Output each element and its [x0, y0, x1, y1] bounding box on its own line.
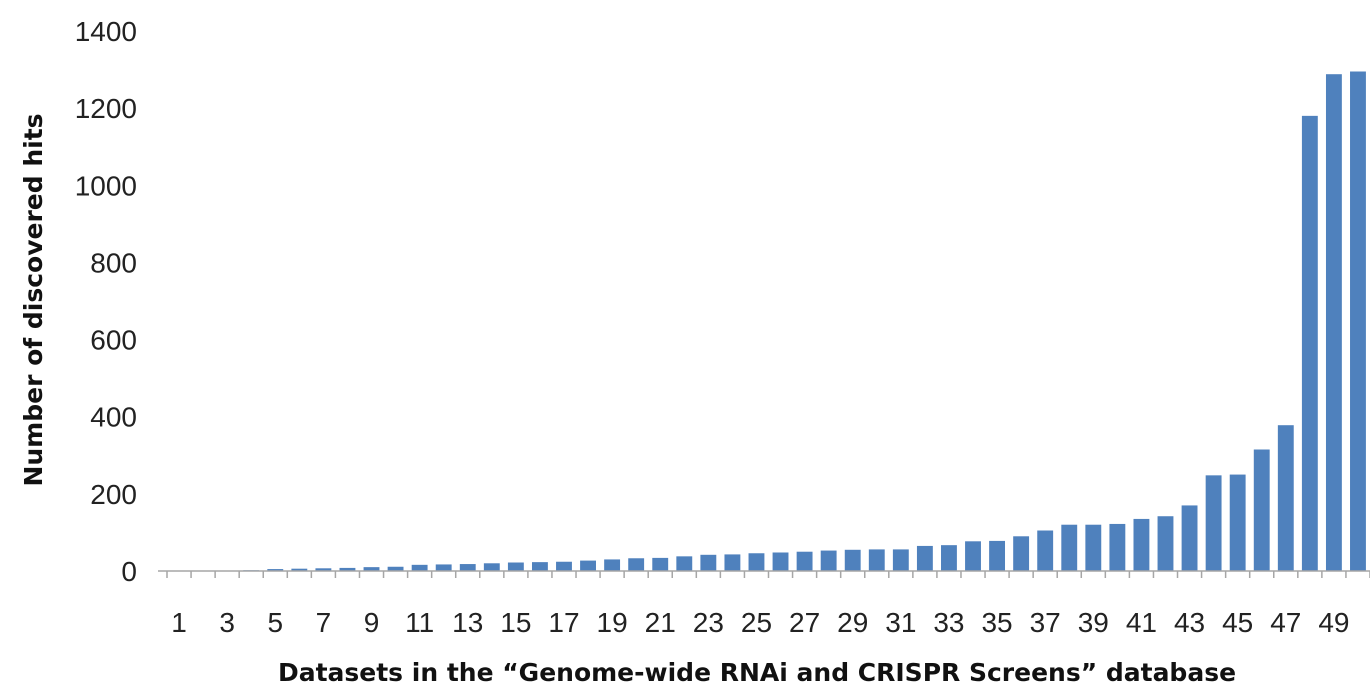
- bar-15: [507, 562, 524, 571]
- y-tick-label: 1400: [75, 16, 137, 47]
- x-tick-label: 13: [452, 607, 483, 638]
- x-tick-label: 7: [316, 607, 332, 638]
- bar-6: [291, 568, 308, 571]
- bar-13: [459, 564, 476, 571]
- x-tick-label: 5: [267, 607, 283, 638]
- y-tick-label: 1200: [75, 93, 137, 124]
- x-tick-label: 1: [171, 607, 187, 638]
- x-tick-label: 47: [1270, 607, 1301, 638]
- bars: [243, 71, 1366, 572]
- x-tick-label: 15: [500, 607, 531, 638]
- y-tick-label: 400: [90, 402, 137, 433]
- y-tick-label: 200: [90, 479, 137, 510]
- bar-45: [1229, 474, 1246, 571]
- bar-42: [1157, 516, 1174, 571]
- bar-16: [531, 562, 548, 571]
- x-tick-label: 9: [364, 607, 380, 638]
- x-axis-title: Datasets in the “Genome-wide RNAi and CR…: [278, 658, 1236, 687]
- bar-35: [989, 540, 1006, 571]
- x-tick-label: 21: [645, 607, 676, 638]
- x-tick-label: 39: [1078, 607, 1109, 638]
- bar-32: [916, 545, 933, 571]
- bar-43: [1181, 505, 1198, 571]
- bar-46: [1253, 449, 1270, 571]
- x-tick-label: 43: [1174, 607, 1205, 638]
- bar-34: [965, 541, 981, 571]
- bar-17: [556, 561, 572, 571]
- bar-19: [604, 559, 621, 571]
- x-tick-label: 3: [219, 607, 235, 638]
- x-tick-label: 11: [405, 607, 434, 638]
- bar-9: [363, 567, 380, 571]
- bar-44: [1205, 475, 1222, 571]
- x-tick-label: 35: [981, 607, 1012, 638]
- bar-30: [868, 549, 885, 571]
- bar-39: [1085, 524, 1102, 571]
- x-tick-label: 27: [789, 607, 820, 638]
- bar-8: [339, 567, 356, 571]
- bar-41: [1133, 518, 1150, 571]
- bar-31: [892, 549, 909, 571]
- bar-11: [411, 564, 428, 571]
- bar-36: [1013, 536, 1030, 571]
- bar-47: [1277, 425, 1294, 571]
- bar-24: [724, 554, 741, 571]
- x-tick-label: 49: [1318, 607, 1349, 638]
- x-tick-label: 19: [597, 607, 628, 638]
- bar-50: [1350, 71, 1366, 571]
- y-tick-label: 1000: [75, 170, 137, 201]
- x-axis-ticks: 1 3 5 7 9 11 13 15 17 19 21 23 25 27 29 31 33 35 37 39 41 43 4…: [166, 571, 1370, 638]
- bar-38: [1061, 524, 1078, 571]
- bar-40: [1109, 523, 1126, 571]
- x-tick-label: 25: [741, 607, 772, 638]
- x-tick-label: 17: [548, 607, 579, 638]
- bar-23: [700, 554, 717, 571]
- y-axis-title: Number of discovered hits: [19, 113, 48, 486]
- bar-20: [628, 558, 645, 571]
- y-tick-label: 0: [121, 556, 137, 587]
- y-tick-label: 600: [90, 325, 137, 356]
- bar-49: [1325, 74, 1342, 571]
- bar-25: [748, 553, 765, 571]
- y-axis-ticks: 0 200 400 600 800 1000 1200 1400: [75, 16, 137, 587]
- bar-21: [652, 557, 669, 571]
- bar-27: [796, 551, 813, 571]
- bar-10: [387, 566, 404, 571]
- x-tick-label: 41: [1126, 607, 1157, 638]
- x-tick-label: 45: [1222, 607, 1253, 638]
- x-tick-label: 23: [693, 607, 724, 638]
- x-tick-label: 37: [1030, 607, 1061, 638]
- x-tick-label: 33: [933, 607, 964, 638]
- bar-22: [676, 556, 693, 571]
- x-tick-label: 31: [885, 607, 916, 638]
- bar-12: [435, 564, 452, 571]
- bar-18: [580, 560, 596, 571]
- bar-5: [267, 569, 284, 571]
- bar-14: [483, 563, 500, 571]
- bar-29: [844, 549, 861, 571]
- bar-7: [315, 568, 332, 571]
- bar-48: [1301, 115, 1318, 572]
- y-tick-label: 800: [90, 247, 137, 278]
- x-tick-label: 29: [837, 607, 868, 638]
- bar-33: [941, 545, 957, 571]
- bar-37: [1037, 530, 1054, 571]
- bar-28: [820, 550, 837, 571]
- bar-26: [772, 552, 789, 571]
